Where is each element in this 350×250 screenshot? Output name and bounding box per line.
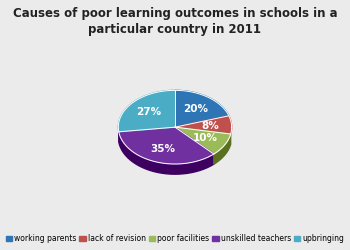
Text: 10%: 10%: [193, 133, 218, 143]
Legend: working parents, lack of revision, poor facilities, unskilled teachers, upbringi: working parents, lack of revision, poor …: [2, 231, 348, 246]
Text: 8%: 8%: [201, 121, 219, 131]
Polygon shape: [118, 90, 175, 132]
Text: 35%: 35%: [150, 144, 176, 154]
Polygon shape: [175, 116, 232, 134]
Polygon shape: [175, 127, 231, 154]
Text: 27%: 27%: [136, 107, 161, 117]
Polygon shape: [214, 134, 231, 164]
Polygon shape: [119, 127, 214, 164]
Polygon shape: [175, 90, 229, 127]
Polygon shape: [119, 132, 214, 174]
Text: 20%: 20%: [183, 104, 208, 114]
Text: Causes of poor learning outcomes in schools in a
particular country in 2011: Causes of poor learning outcomes in scho…: [13, 8, 337, 36]
